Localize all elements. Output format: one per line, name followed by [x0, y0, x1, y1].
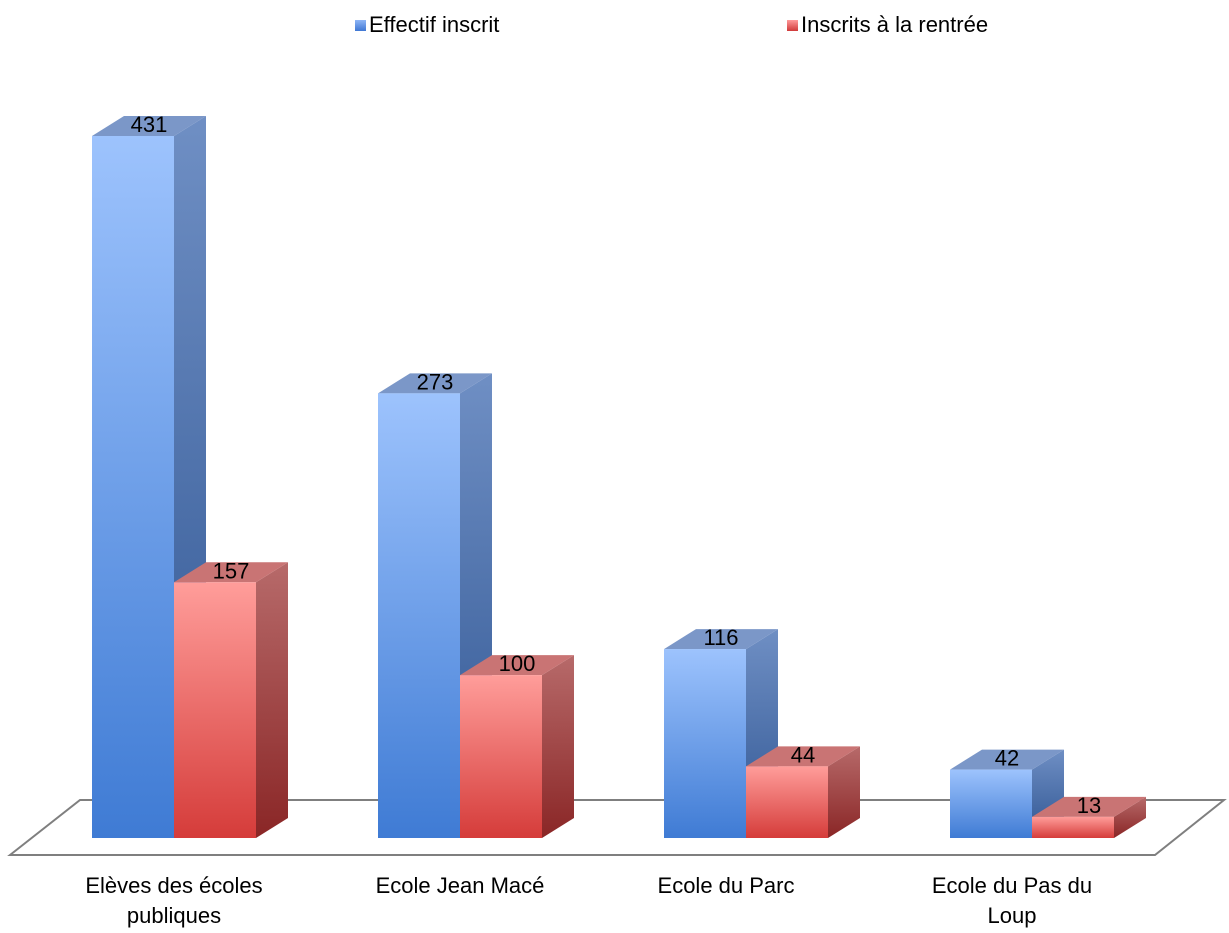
bar-rentree-2: [746, 746, 860, 838]
legend-swatch-rentree: [787, 19, 798, 31]
bar-rentree-3: [1032, 796, 1146, 838]
chart-floor: [7, 799, 1227, 856]
category-label: Elèves des écoles publiques: [64, 871, 284, 931]
category-label-line: Loup: [987, 903, 1037, 928]
category-label: Ecole du Parc: [616, 871, 836, 901]
legend-item-rentree: Inscrits à la rentrée: [787, 12, 988, 38]
legend: Effectif inscrit Inscrits à la rentrée: [0, 12, 1229, 42]
category-label-line: Ecole Jean Macé: [375, 873, 545, 898]
category-label-line: Elèves des écoles: [85, 873, 263, 898]
bars-group: 431 157 273 100 116 44 42 13: [92, 112, 1146, 838]
data-label: 42: [995, 746, 1019, 771]
bar-effectif-0: [92, 116, 206, 838]
legend-swatch-effectif: [355, 19, 366, 31]
bar-rentree-0: [174, 562, 288, 838]
category-label-line: Ecole du Pas du: [931, 873, 1093, 898]
legend-item-effectif: Effectif inscrit: [355, 12, 499, 38]
data-label: 116: [703, 625, 738, 650]
legend-label-effectif: Effectif inscrit: [369, 12, 500, 37]
category-label: Ecole Jean Macé: [350, 871, 570, 901]
data-label: 100: [499, 651, 536, 676]
category-label-line: publiques: [126, 903, 222, 928]
data-label: 273: [417, 369, 454, 394]
data-label: 13: [1077, 793, 1101, 818]
data-label: 44: [791, 742, 815, 767]
data-label: 157: [213, 558, 250, 583]
data-label: 431: [131, 112, 168, 137]
category-label: Ecole du Pas du Loup: [902, 871, 1122, 931]
bar-rentree-1: [460, 655, 574, 838]
legend-label-rentree: Inscrits à la rentrée: [801, 12, 989, 37]
category-label-line: Ecole du Parc: [657, 873, 795, 898]
